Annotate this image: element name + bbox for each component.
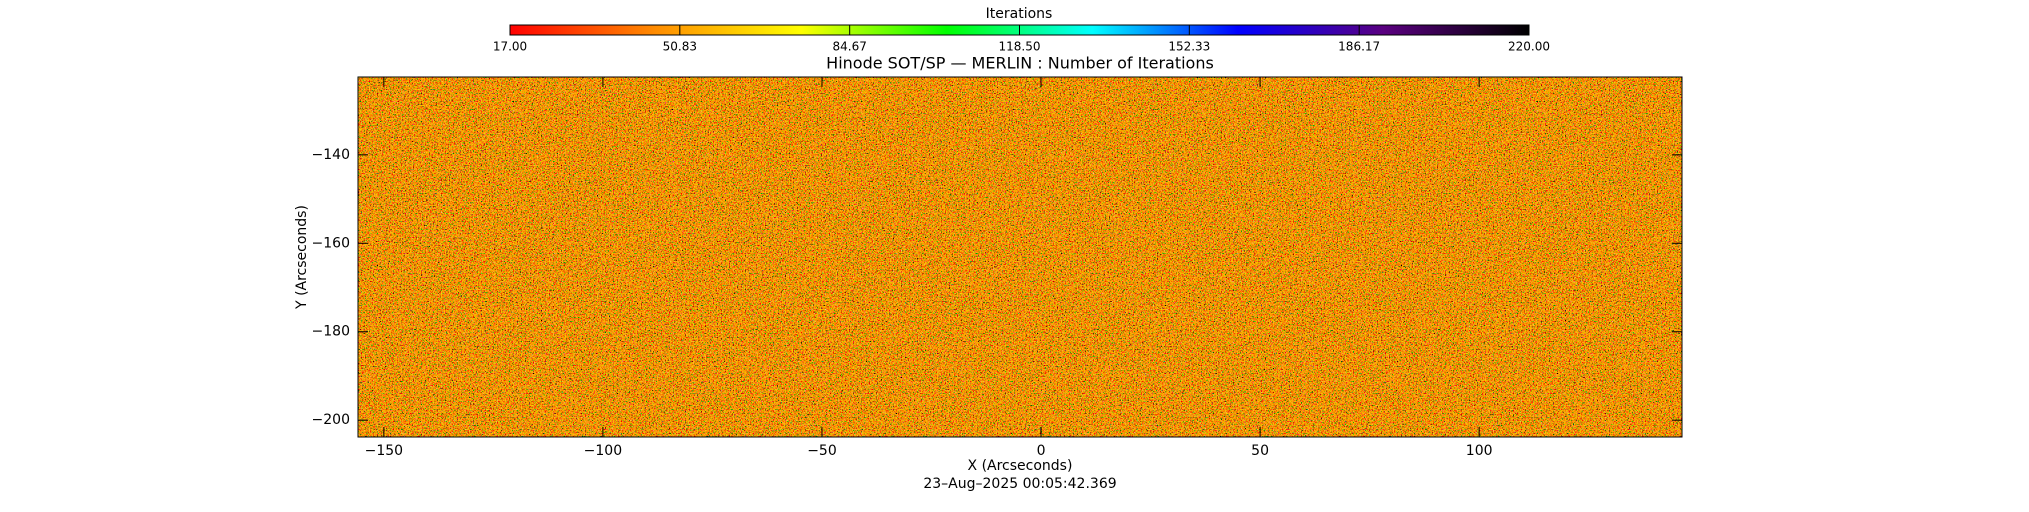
plot-frame xyxy=(357,76,1683,438)
x-tick-label: −150 xyxy=(365,443,403,459)
chart-title: Hinode SOT/SP — MERLIN : Number of Itera… xyxy=(826,54,1214,73)
y-tick-label: −160 xyxy=(312,235,350,251)
y-axis-label: Y (Arcseconds) xyxy=(294,205,310,310)
x-tick-label: 50 xyxy=(1251,443,1269,459)
colorbar-tick-label: 152.33 xyxy=(1168,40,1210,54)
colorbar-tick-label: 84.67 xyxy=(833,40,867,54)
y-tick-label: −180 xyxy=(312,324,350,340)
x-tick-label: −50 xyxy=(807,443,837,459)
x-tick-label: 0 xyxy=(1037,443,1046,459)
y-tick-label: −200 xyxy=(312,412,350,428)
x-tick-label: −100 xyxy=(584,443,622,459)
colorbar-tick-label: 50.83 xyxy=(663,40,697,54)
y-tick-label: −140 xyxy=(312,147,350,163)
annotation: 23–Aug–2025 00:05:42.369 xyxy=(923,476,1116,492)
colorbar-tick-label: 118.50 xyxy=(999,40,1041,54)
x-tick-label: 100 xyxy=(1466,443,1493,459)
colorbar-tick-label: 17.00 xyxy=(493,40,527,54)
colorbar-tick-label: 220.00 xyxy=(1508,40,1550,54)
heatmap-field xyxy=(358,77,1682,437)
colorbar-tick-label: 186.17 xyxy=(1338,40,1380,54)
x-axis-label: X (Arcseconds) xyxy=(968,458,1073,474)
colorbar-title: Iterations xyxy=(986,6,1053,22)
